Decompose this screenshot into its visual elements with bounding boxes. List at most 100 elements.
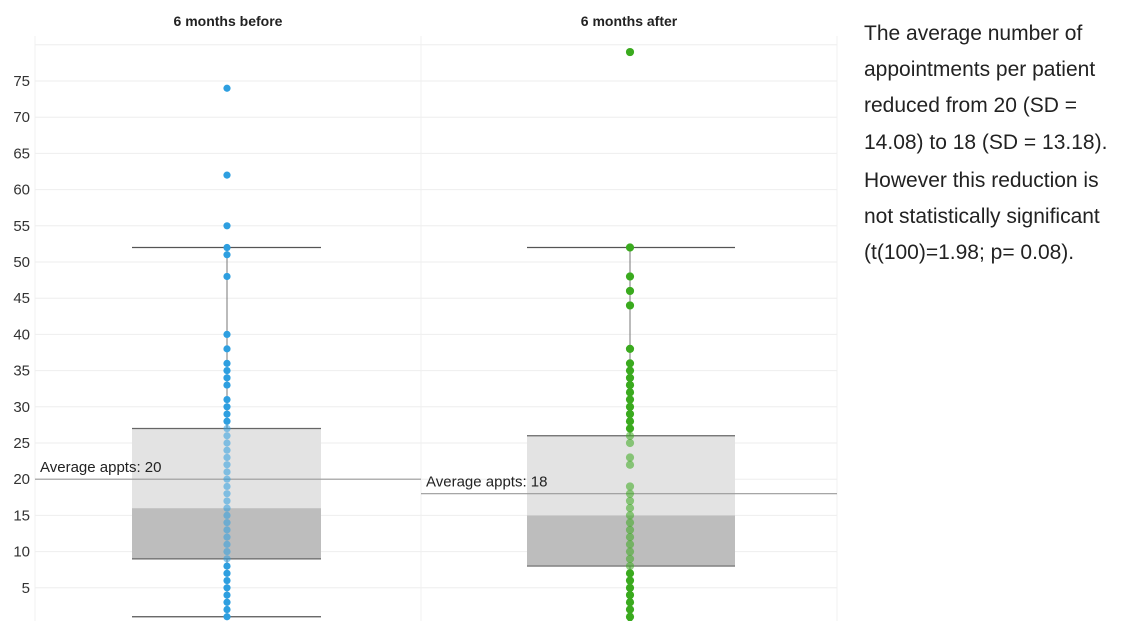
y-tick-label: 25 <box>13 435 30 452</box>
summary-paragraph-1: The average number of appointments per p… <box>864 22 1108 154</box>
y-tick-label: 60 <box>13 182 30 199</box>
y-tick-label: 40 <box>13 326 30 343</box>
data-point <box>625 366 635 375</box>
data-point <box>625 388 635 397</box>
data-point <box>223 395 231 404</box>
panel-title: 6 months after <box>581 13 678 29</box>
y-tick-label: 70 <box>13 109 30 126</box>
data-point <box>625 431 635 440</box>
data-point <box>625 373 635 382</box>
data-point <box>625 612 635 621</box>
data-point <box>223 482 231 491</box>
data-point <box>223 569 231 577</box>
data-point <box>625 518 635 527</box>
data-point <box>223 490 231 498</box>
grid-lines <box>34 36 838 621</box>
data-point <box>223 367 231 375</box>
data-point <box>223 403 231 411</box>
data-point <box>223 432 231 440</box>
data-point <box>625 496 635 506</box>
data-point <box>625 344 635 353</box>
data-points <box>223 47 635 621</box>
data-point <box>223 540 231 548</box>
data-point <box>223 533 231 541</box>
y-tick-label: 15 <box>13 507 30 524</box>
data-point <box>625 533 635 542</box>
data-point <box>223 519 231 527</box>
data-point <box>223 504 231 512</box>
data-point <box>625 547 635 556</box>
data-point <box>223 171 231 179</box>
data-point <box>625 453 635 462</box>
data-point <box>625 286 635 296</box>
y-tick-label: 20 <box>13 471 30 488</box>
average-label: Average appts: 18 <box>426 474 547 491</box>
data-point <box>223 475 231 483</box>
data-point <box>223 272 231 281</box>
data-point <box>625 380 635 390</box>
data-point <box>223 330 231 338</box>
data-point <box>223 84 231 92</box>
summary-paragraph-2: However this reduction is not statistica… <box>864 168 1100 265</box>
data-point <box>223 598 231 606</box>
data-point <box>223 562 231 570</box>
y-tick-label: 30 <box>13 399 30 416</box>
y-tick-label: 65 <box>13 145 30 162</box>
data-point <box>223 555 231 563</box>
data-point <box>625 525 635 534</box>
data-point <box>223 374 231 382</box>
data-point <box>223 417 231 425</box>
y-tick-label: 75 <box>13 73 30 90</box>
data-point <box>223 511 231 519</box>
data-point <box>223 548 231 556</box>
data-point <box>223 222 231 230</box>
data-point <box>625 576 635 585</box>
data-point <box>625 504 635 513</box>
data-point <box>625 272 635 281</box>
data-point <box>223 591 231 599</box>
box-plots <box>132 427 735 567</box>
data-point <box>625 460 635 469</box>
data-point <box>223 424 231 433</box>
data-point <box>625 243 635 252</box>
data-point <box>223 345 231 353</box>
data-point <box>223 584 231 592</box>
data-point <box>625 554 635 563</box>
data-point <box>223 453 231 462</box>
data-point <box>625 590 635 600</box>
data-point <box>223 381 231 389</box>
data-point <box>223 526 231 534</box>
data-point <box>625 598 635 607</box>
data-point <box>625 489 635 498</box>
data-point <box>625 561 635 571</box>
data-point <box>625 583 635 592</box>
data-point <box>625 402 635 411</box>
y-tick-label: 55 <box>13 218 30 235</box>
y-tick-label: 35 <box>13 363 30 380</box>
average-label: Average appts: 20 <box>40 459 161 476</box>
data-point <box>625 605 635 614</box>
data-point <box>625 395 635 404</box>
data-point <box>223 497 231 505</box>
box-plot-chart: 5 10 15 20 25 30 35 40 45 50 55 60 65 70 75 6 months be… <box>13 13 838 621</box>
data-point <box>625 540 635 549</box>
data-point <box>625 417 635 426</box>
data-point <box>625 569 635 578</box>
data-point <box>625 301 635 310</box>
data-point <box>223 461 231 469</box>
data-point <box>223 410 231 418</box>
data-point <box>625 409 635 419</box>
chart-labels: 5 10 15 20 25 30 35 40 45 50 55 60 65 70 75 6 months be… <box>13 13 677 597</box>
data-point <box>223 446 231 454</box>
data-point <box>223 359 231 367</box>
data-point <box>223 605 231 614</box>
y-tick-label: 10 <box>13 544 30 561</box>
panel-title: 6 months before <box>174 13 283 29</box>
data-point <box>625 47 635 57</box>
data-point <box>223 251 231 259</box>
summary-text: The average number of appointments per p… <box>864 16 1126 271</box>
data-point <box>625 424 635 433</box>
y-tick-label: 50 <box>13 254 30 271</box>
y-tick-label: 5 <box>22 580 30 597</box>
data-point <box>223 439 231 447</box>
